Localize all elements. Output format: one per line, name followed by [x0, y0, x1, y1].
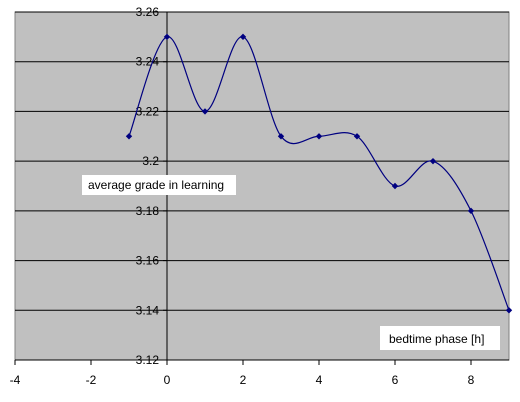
series-line: [128, 36, 510, 311]
y-tick-labels: 3.12 3.14 3.16 3.18 3.2 3.22 3.24 3.26: [136, 5, 167, 367]
data-point-6: [353, 133, 361, 140]
data-point-8: [429, 157, 437, 165]
data-point-3: [239, 33, 247, 41]
data-point-1: [163, 33, 171, 41]
data-point-0: [125, 133, 133, 140]
x-tick-label-6: 8: [468, 373, 475, 387]
data-point-4: [277, 133, 285, 140]
x-tick-label-5: 6: [392, 373, 399, 387]
y-tick-label-2: 3.16: [136, 254, 160, 268]
data-point-10: [505, 307, 513, 314]
data-point-5: [315, 133, 323, 140]
y-axis-label-box: [82, 175, 236, 195]
x-tick-labels: -4 -2 0 2 4 6 8: [10, 360, 475, 387]
y-tick-label-1: 3.14: [136, 303, 160, 317]
x-tick-label-3: 2: [240, 373, 247, 387]
x-tick-label-4: 4: [316, 373, 323, 387]
y-tick-label-3: 3.18: [136, 204, 160, 218]
y-tick-label-6: 3.24: [136, 55, 160, 69]
data-points: [125, 33, 513, 314]
y-axis-label: average grade in learning: [88, 178, 224, 192]
y-tick-label-4: 3.2: [142, 154, 159, 168]
data-point-7: [391, 182, 399, 190]
data-point-9: [467, 207, 475, 215]
x-tick-label-2: 0: [164, 373, 171, 387]
x-tick-label-1: -2: [86, 373, 97, 387]
x-axis-label-box: [380, 326, 500, 350]
data-point-2: [201, 108, 209, 115]
y-tick-label-0: 3.12: [136, 353, 160, 367]
x-tick-label-0: -4: [10, 373, 21, 387]
x-axis-label: bedtime phase [h]: [389, 332, 484, 346]
y-tick-label-7: 3.26: [136, 5, 160, 19]
y-tick-label-5: 3.22: [136, 104, 160, 118]
